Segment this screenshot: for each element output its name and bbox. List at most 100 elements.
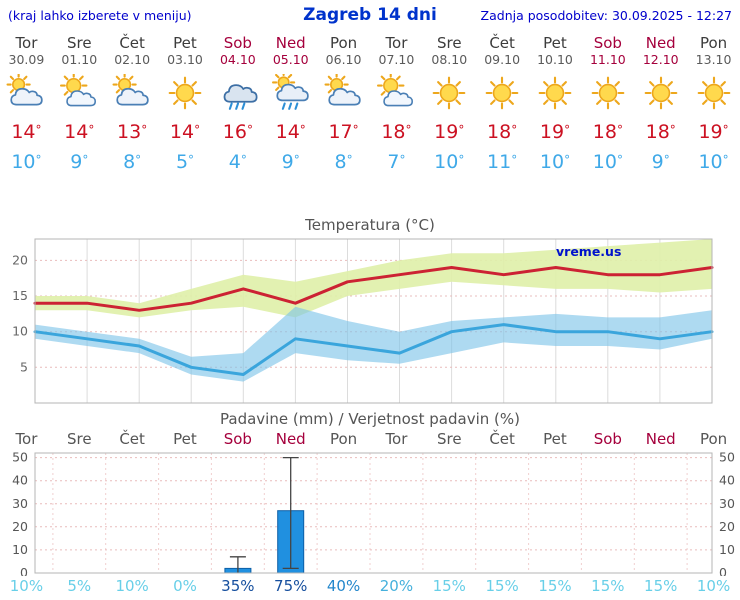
svg-text:10: 10 (719, 542, 735, 557)
sunny-icon (485, 76, 519, 110)
min-temperature: 9° (281, 151, 300, 173)
min-temp-line (33, 323, 714, 376)
day-column: Ned 12.10 18° 9° (634, 34, 687, 174)
svg-text:40: 40 (12, 473, 28, 488)
max-temperature: 19° (698, 121, 729, 143)
day-name: Tor (385, 34, 408, 52)
max-temperature: 19° (539, 121, 571, 143)
precipitation-chart-plot: 0 0 10 10 20 20 30 30 40 40 50 50 (12, 450, 735, 576)
day-column: Pet 03.10 14° 5° (159, 34, 212, 174)
precip-probability: 0% (173, 577, 197, 595)
day-date: 13.10 (695, 52, 732, 67)
day-column: Ned 05.10 14° 9° (264, 34, 317, 174)
icon-cell (0, 72, 53, 114)
svg-text:50: 50 (719, 450, 735, 465)
icon-cell (159, 72, 212, 114)
day-name: Pet (543, 34, 567, 52)
precip-day-label: Sre (436, 430, 462, 448)
day-name: Ned (275, 34, 306, 52)
forecast-table: Tor 30.09 14° 10° Sre 01.10 14° 9° Čet 02.10 13° 8°… (0, 34, 740, 174)
day-date: 10.10 (537, 52, 573, 67)
page-title: Zagreb 14 dni (303, 5, 437, 25)
precip-day-label: Pon (329, 430, 358, 448)
max-temperature: 18° (381, 121, 412, 143)
precipitation-chart: Padavine (mm) / Verjetnost padavin (%) T… (0, 410, 740, 596)
day-date: 12.10 (642, 52, 679, 67)
precip-day-label: Sob (223, 430, 252, 448)
max-temperature: 18° (592, 121, 623, 143)
day-date: 05.10 (272, 52, 309, 67)
day-name: Pet (173, 34, 197, 52)
max-temperature: 14° (11, 121, 42, 143)
min-temperature: 10° (539, 151, 571, 173)
day-date: 06.10 (325, 52, 362, 67)
day-name: Sob (593, 34, 622, 52)
day-column: Čet 09.10 18° 11° (476, 34, 529, 174)
day-column: Tor 07.10 18° 7° (370, 34, 423, 174)
day-date: 30.09 (8, 52, 45, 67)
watermark-link[interactable]: vreme.us (556, 244, 622, 259)
icon-cell (264, 72, 317, 114)
day-date: 02.10 (114, 52, 151, 67)
min-temperature: 8° (334, 151, 353, 173)
min-temperature: 10° (698, 151, 729, 173)
topbar: (kraj lahko izberete v meniju) Zagreb 14… (0, 0, 740, 25)
precip-range-whisker (229, 556, 246, 573)
svg-text:10: 10 (12, 542, 28, 557)
day-date: 07.10 (378, 52, 415, 67)
svg-text:30: 30 (12, 496, 28, 511)
precip-day-label: Čet (119, 430, 145, 448)
precip-probability: 75% (274, 577, 308, 595)
day-name: Pon (329, 34, 358, 52)
min-temperature: 9° (70, 151, 89, 173)
mostly-cloudy-icon (6, 74, 44, 106)
day-name: Tor (15, 34, 38, 52)
day-column: Sob 11.10 18° 10° (581, 34, 634, 174)
min-temperature: 9° (651, 151, 670, 173)
min-temperature: 10° (434, 151, 465, 173)
precip-day-label: Pon (699, 430, 728, 448)
precip-probability: 15% (644, 577, 678, 595)
day-column: Tor 30.09 14° 10° (0, 34, 53, 174)
rain-icon (223, 84, 258, 110)
mostly-cloudy-icon (112, 74, 149, 106)
svg-text:5: 5 (20, 359, 28, 374)
precip-day-label: Sob (593, 430, 622, 448)
temperature-chart: Temperatura (°C) 5 10 15 20 vreme.us (0, 216, 740, 406)
icon-cell (370, 72, 423, 114)
max-temperature: 14° (275, 121, 306, 143)
min-temperature: 8° (123, 151, 142, 173)
last-update: Zadnja posodobitev: 30.09.2025 - 12:27 (480, 8, 732, 23)
precip-probability: 10% (696, 577, 731, 595)
precip-probability: 10% (9, 577, 44, 595)
svg-text:20: 20 (12, 519, 28, 534)
min-temperature: 10° (11, 151, 42, 173)
max-temperature: 18° (487, 121, 518, 143)
partly-cloudy-icon (377, 74, 414, 107)
sunny-icon (168, 76, 202, 110)
icon-cell (423, 72, 476, 114)
day-date: 08.10 (431, 52, 468, 67)
day-column: Sob 04.10 16° 4° (211, 34, 264, 174)
precip-day-label: Tor (385, 430, 408, 448)
svg-text:0: 0 (719, 565, 727, 576)
day-column: Sre 08.10 19° 10° (423, 34, 476, 174)
svg-text:30: 30 (719, 496, 735, 511)
icon-cell (581, 72, 634, 114)
svg-text:40: 40 (719, 473, 735, 488)
min-temperature: 4° (228, 151, 247, 173)
min-temperature: 10° (592, 151, 623, 173)
day-name: Čet (119, 34, 145, 52)
max-temperature: 16° (222, 121, 253, 143)
svg-text:15: 15 (12, 288, 28, 303)
precip-probability: 40% (326, 577, 361, 595)
precipitation-chart-title: Padavine (mm) / Verjetnost padavin (%) (220, 410, 520, 428)
icon-cell (687, 72, 740, 114)
day-date: 09.10 (484, 52, 521, 67)
y-axis-labels: 0 0 10 10 20 20 30 30 40 40 50 50 (12, 450, 735, 576)
day-name: Pon (699, 34, 728, 52)
icon-cell (476, 72, 529, 114)
day-column: Pon 13.10 19° 10° (687, 34, 740, 174)
max-temp-line (33, 266, 714, 312)
precip-range-whisker (282, 456, 299, 570)
